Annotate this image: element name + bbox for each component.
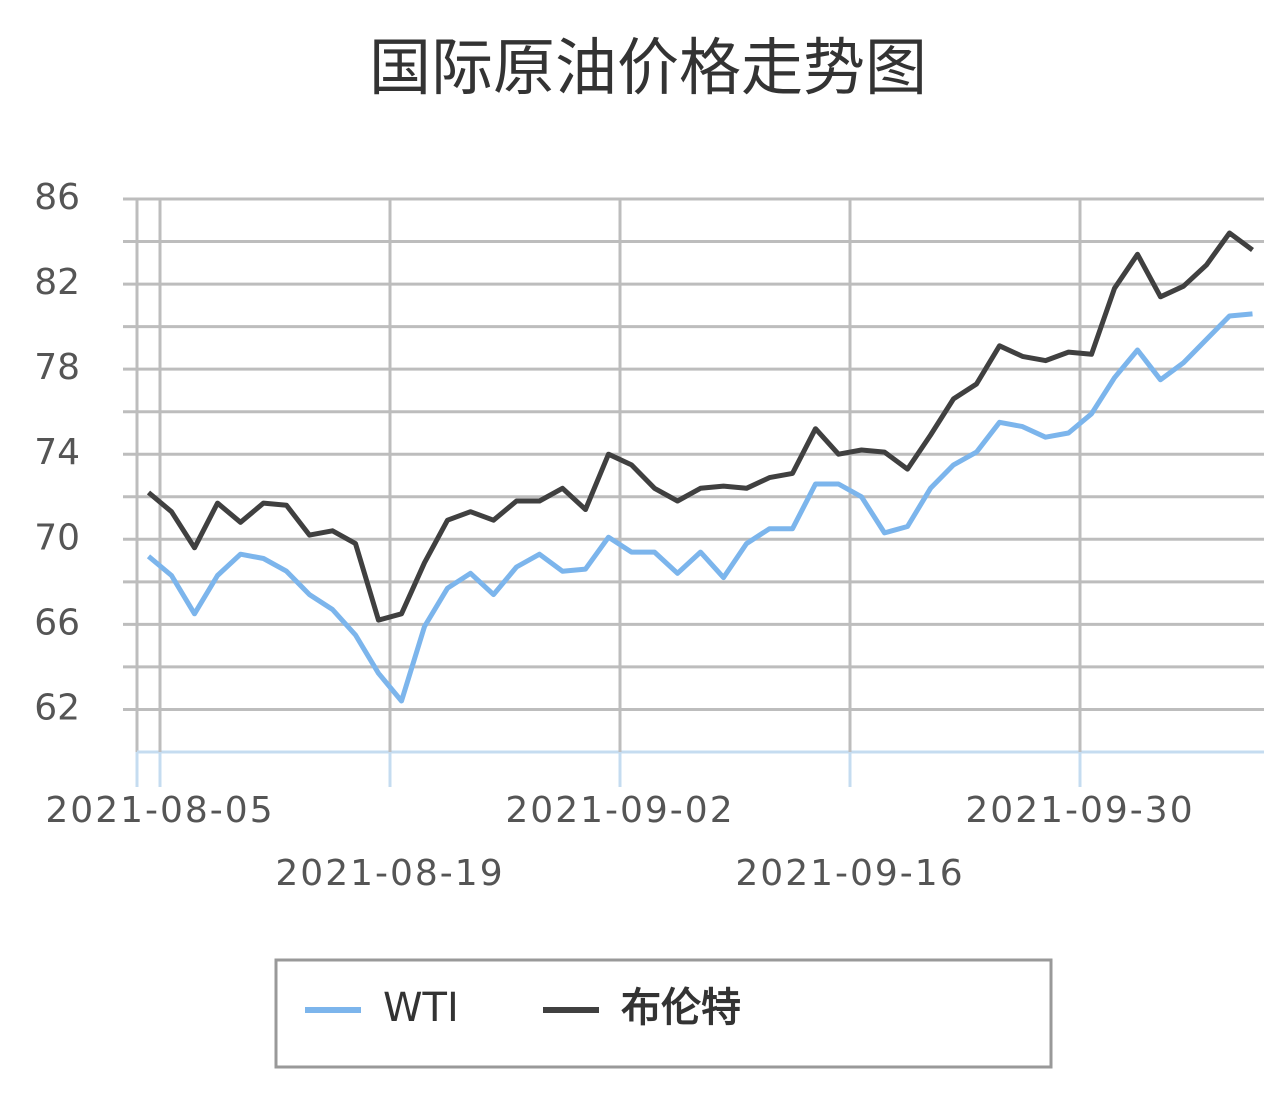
x-tick-label: 2021-08-19 <box>275 853 504 894</box>
data-line <box>146 311 1253 704</box>
y-tick-label: 70 <box>34 517 80 558</box>
y-tick-label: 78 <box>34 347 80 388</box>
x-tick-label: 2021-08-05 <box>45 790 274 831</box>
y-tick-label: 86 <box>34 177 80 218</box>
legend-box <box>274 958 1053 1069</box>
y-tick-label: 62 <box>34 687 80 728</box>
x-tick-label: 2021-09-02 <box>505 790 734 831</box>
data-line <box>146 230 1254 623</box>
legend-label: WTI <box>383 985 459 1031</box>
chart-title: 国际原油价格走势图 <box>369 31 927 104</box>
y-tick-label: 66 <box>34 602 80 643</box>
legend-label: 布伦特 <box>621 985 741 1031</box>
y-tick-label: 74 <box>34 432 80 473</box>
y-tick-label: 82 <box>34 262 80 303</box>
x-tick-label: 2021-09-30 <box>965 790 1194 831</box>
x-tick-label: 2021-09-16 <box>735 853 964 894</box>
